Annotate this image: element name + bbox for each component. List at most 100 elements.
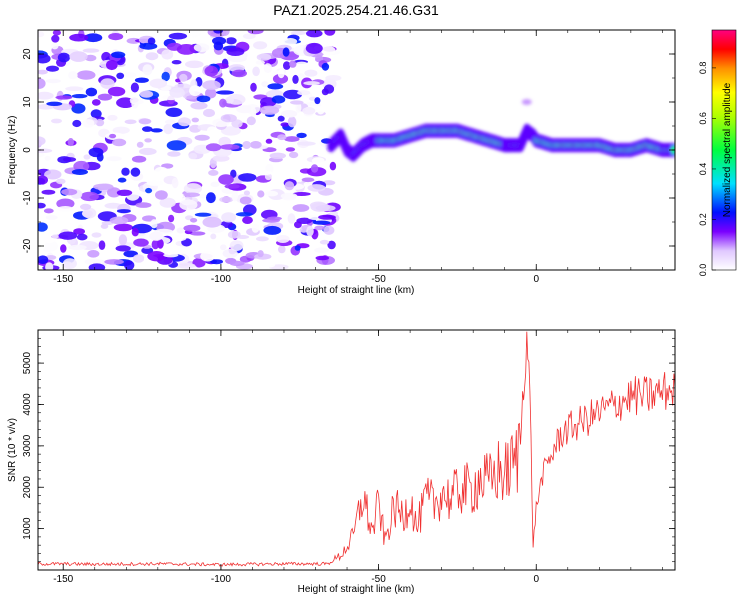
noise-blob [323,225,335,235]
noise-blob [168,32,188,40]
noise-blob [38,91,54,100]
noise-blob [107,86,126,97]
snr-x-label: Height of straight line (km) [298,584,415,595]
noise-blob [227,230,241,239]
x-tick-label: -50 [371,574,386,585]
noise-blob [169,87,185,98]
noise-blob [285,147,296,152]
noise-blob [91,68,105,75]
noise-blob [186,95,197,100]
noise-blob [224,184,240,189]
noise-blob [210,181,220,188]
noise-blob [315,204,336,212]
noise-blob [179,73,188,82]
noise-blob [51,118,62,124]
y-tick-label: 1000 [22,517,33,540]
noise-blob [321,62,330,71]
noise-blob [145,52,159,61]
noise-blob [130,82,139,93]
noise-blob [255,60,265,65]
noise-blob [133,238,149,247]
noise-blob [124,119,137,125]
colorbar [712,30,736,270]
noise-blob [52,30,61,36]
noise-blob [80,203,92,210]
noise-blob [100,78,115,89]
noise-blob [256,53,272,61]
noise-blob [212,155,230,162]
noise-blob [56,178,66,185]
noise-blob [171,177,179,189]
x-tick-label: -50 [371,274,386,285]
spectrogram-ridge [327,99,675,162]
noise-blob [315,55,324,63]
noise-blob [250,107,257,118]
noise-blob [116,209,131,214]
noise-blob [109,216,129,225]
noise-blob [139,90,154,98]
noise-blob [196,95,211,103]
noise-blob [87,250,100,258]
noise-blob [301,177,315,183]
y-tick-label: 5000 [22,352,33,375]
noise-blob [190,102,208,110]
noise-blob [283,38,298,45]
noise-blob [213,30,223,34]
x-tick-label: -100 [211,274,231,285]
noise-blob [327,240,336,250]
snr-panel: -150 -100 -50 0 1000 2000 3000 4000 5000 Height… [7,329,676,595]
noise-blob [231,191,238,202]
noise-blob [263,225,282,235]
noise-blob [121,167,130,176]
noise-blob [319,239,330,245]
noise-blob [130,167,141,177]
noise-blob [294,245,301,251]
noise-blob [236,105,253,114]
noise-blob [210,233,217,240]
noise-blob [229,260,245,267]
noise-blob [208,169,219,176]
noise-blob [303,81,320,86]
noise-blob [280,122,290,127]
noise-blob [51,234,59,239]
noise-blob [219,144,240,150]
noise-blob [202,80,221,90]
noise-blob [134,77,149,83]
noise-blob [278,245,286,254]
noise-blob [220,244,227,251]
noise-blob [294,221,302,229]
y-tick-label: -20 [22,238,33,253]
colorbar-tick-label: 0.8 [698,62,708,75]
noise-blob [173,234,187,242]
x-tick-label: -150 [53,274,73,285]
noise-blob [282,47,290,57]
noise-blob [292,204,310,212]
y-tick-label: 20 [22,48,33,60]
noise-blob [136,141,144,148]
noise-blob [256,236,269,242]
noise-blob [292,192,311,196]
noise-blob [202,216,222,228]
noise-blob [98,240,106,250]
noise-blob [189,85,202,97]
x-tick-label: -150 [53,574,73,585]
noise-blob [193,43,210,52]
noise-blob [296,132,307,139]
noise-blob [46,101,63,107]
noise-blob [38,78,46,89]
colorbar-tick-label: 0.2 [698,213,708,226]
noise-blob [80,191,99,202]
noise-blob [88,147,104,158]
noise-blob [288,151,299,159]
noise-blob [151,239,160,250]
noise-blob [205,88,217,99]
noise-blob [229,240,244,252]
colorbar-ticks: 0.0 0.2 0.4 0.6 0.8 [698,62,716,276]
noise-blob [43,208,54,214]
noise-blob [189,231,206,236]
noise-blob [163,253,179,258]
noise-blob [71,103,86,114]
noise-blob [131,227,139,237]
x-tick-label: 0 [533,274,539,285]
